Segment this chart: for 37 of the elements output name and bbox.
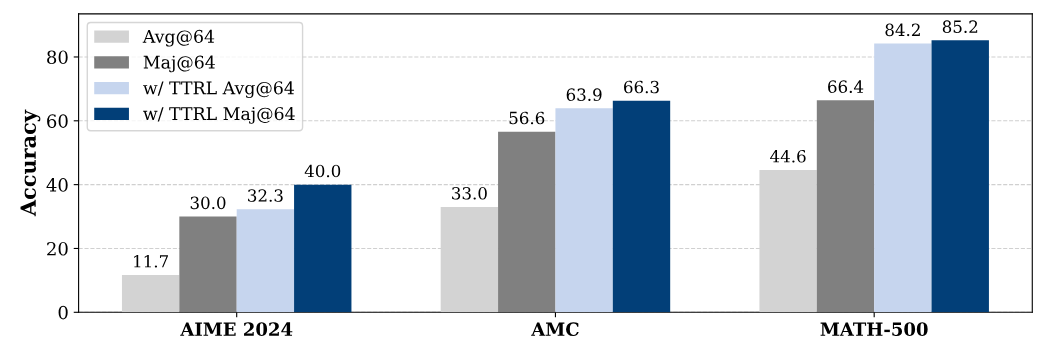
y-axis-title: Accuracy	[20, 109, 41, 217]
bar	[440, 206, 499, 313]
legend-label: w/ TTRL Avg@64	[143, 81, 295, 99]
bar	[236, 209, 295, 313]
data-label: 30.0	[190, 196, 226, 210]
bar	[179, 216, 237, 313]
y-tick-label: 40	[46, 178, 68, 192]
bar	[931, 40, 989, 313]
x-tick-label: AIME 2024	[180, 322, 293, 336]
data-label: 84.2	[885, 23, 920, 37]
legend-label: w/ TTRL Maj@64	[143, 107, 295, 124]
bar	[294, 184, 352, 313]
y-tick-label: 0	[58, 305, 68, 320]
data-label: 56.6	[509, 111, 545, 125]
y-tick-label: 20	[47, 241, 68, 256]
data-label: 63.9	[566, 88, 602, 101]
bar	[498, 131, 556, 313]
data-label: 32.3	[248, 189, 283, 202]
bar	[612, 100, 671, 313]
y-tick-label: 80	[47, 50, 68, 65]
data-label: 66.3	[624, 80, 659, 94]
bar	[874, 43, 932, 313]
data-label: 44.6	[770, 149, 806, 163]
bar	[555, 108, 613, 313]
data-label: 11.7	[134, 254, 168, 268]
data-label: 33.0	[452, 186, 487, 200]
y-tick-label: 60	[47, 114, 68, 128]
x-tick-label: AMC	[531, 322, 579, 336]
data-label: 66.4	[828, 80, 864, 93]
bar	[121, 274, 180, 313]
legend-label: Avg@64	[142, 29, 215, 47]
data-label: 40.0	[304, 164, 341, 178]
legend-label: Maj@64	[143, 55, 215, 73]
bar	[759, 169, 817, 313]
x-tick-label: MATH-500	[820, 322, 928, 336]
data-label: 85.2	[942, 20, 978, 33]
bar	[816, 100, 875, 313]
